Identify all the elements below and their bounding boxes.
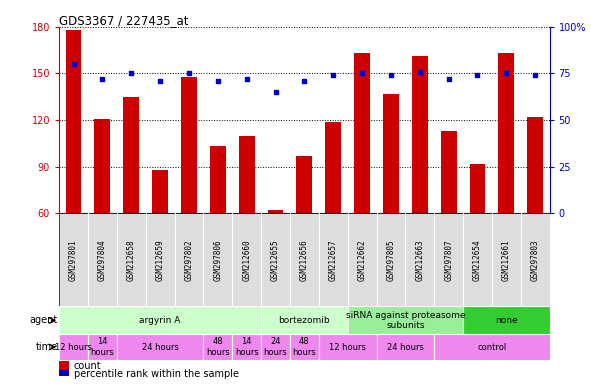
Bar [325,122,341,213]
Point [473,72,482,78]
Point [444,76,453,82]
Text: GSM212655: GSM212655 [271,239,280,281]
Bar [59,306,261,334]
Text: GSM212657: GSM212657 [329,239,337,281]
Point [242,76,251,82]
Text: GSM212660: GSM212660 [242,239,251,281]
Text: GSM297804: GSM297804 [98,239,107,281]
Point [69,61,78,67]
Bar [498,53,514,213]
Bar [376,334,434,360]
Text: siRNA against proteasome
subunits: siRNA against proteasome subunits [346,311,465,330]
Text: time: time [35,342,58,352]
Bar [88,334,117,360]
Text: 14
hours: 14 hours [90,337,114,357]
Bar [210,146,226,213]
Bar [470,164,485,213]
Text: GSM212659: GSM212659 [155,239,164,281]
Text: 24 hours: 24 hours [387,343,424,351]
Text: none: none [495,316,518,325]
Point [531,72,540,78]
Point [329,72,338,78]
Point [358,70,367,76]
Text: 14
hours: 14 hours [235,337,258,357]
Text: agent: agent [30,315,58,325]
Point [300,78,309,84]
Text: GSM297806: GSM297806 [213,239,222,281]
Point [155,78,165,84]
Text: bortezomib: bortezomib [278,316,330,325]
Bar [59,361,69,370]
Bar [95,119,111,213]
Text: GSM212654: GSM212654 [473,239,482,281]
Bar [348,306,463,334]
Point [386,72,395,78]
Bar [203,334,232,360]
Text: argyrin A: argyrin A [139,316,181,325]
Text: GDS3367 / 227435_at: GDS3367 / 227435_at [59,14,189,27]
Text: GSM297803: GSM297803 [531,239,540,281]
Bar [124,97,139,213]
Text: control: control [478,343,506,351]
Text: 24 hours: 24 hours [142,343,178,351]
Bar [239,136,255,213]
Text: 24
hours: 24 hours [264,337,287,357]
Point [126,70,136,76]
Point [213,78,223,84]
Text: GSM212661: GSM212661 [502,239,511,281]
Bar [441,131,457,213]
Text: 12 hours: 12 hours [329,343,366,351]
Bar [268,210,284,213]
Text: GSM212663: GSM212663 [415,239,424,281]
Bar [527,117,543,213]
Text: count: count [74,361,102,371]
Text: 48
hours: 48 hours [293,337,316,357]
Point [184,70,194,76]
Text: GSM297802: GSM297802 [184,239,193,281]
Bar [59,334,88,360]
Bar [261,334,290,360]
Bar [232,334,261,360]
Point [98,76,107,82]
Bar [261,306,348,334]
Text: GSM297801: GSM297801 [69,239,78,281]
Text: 12 hours: 12 hours [55,343,92,351]
Point [415,68,424,74]
Text: GSM297807: GSM297807 [444,239,453,281]
Text: GSM212658: GSM212658 [126,239,136,281]
Text: GSM297805: GSM297805 [387,239,395,281]
Text: GSM212656: GSM212656 [300,239,309,281]
Bar [66,30,82,213]
Bar [290,334,319,360]
Text: GSM212662: GSM212662 [358,239,366,281]
Bar [463,306,550,334]
Bar [181,76,197,213]
Bar [354,53,370,213]
Bar [297,156,312,213]
Bar [319,334,376,360]
Text: percentile rank within the sample: percentile rank within the sample [74,369,239,379]
Bar [117,334,203,360]
Bar [152,170,168,213]
Point [271,89,280,95]
Text: 48
hours: 48 hours [206,337,230,357]
Point [502,70,511,76]
Bar [383,94,399,213]
Bar [412,56,428,213]
Bar [434,334,550,360]
Bar [59,370,69,378]
